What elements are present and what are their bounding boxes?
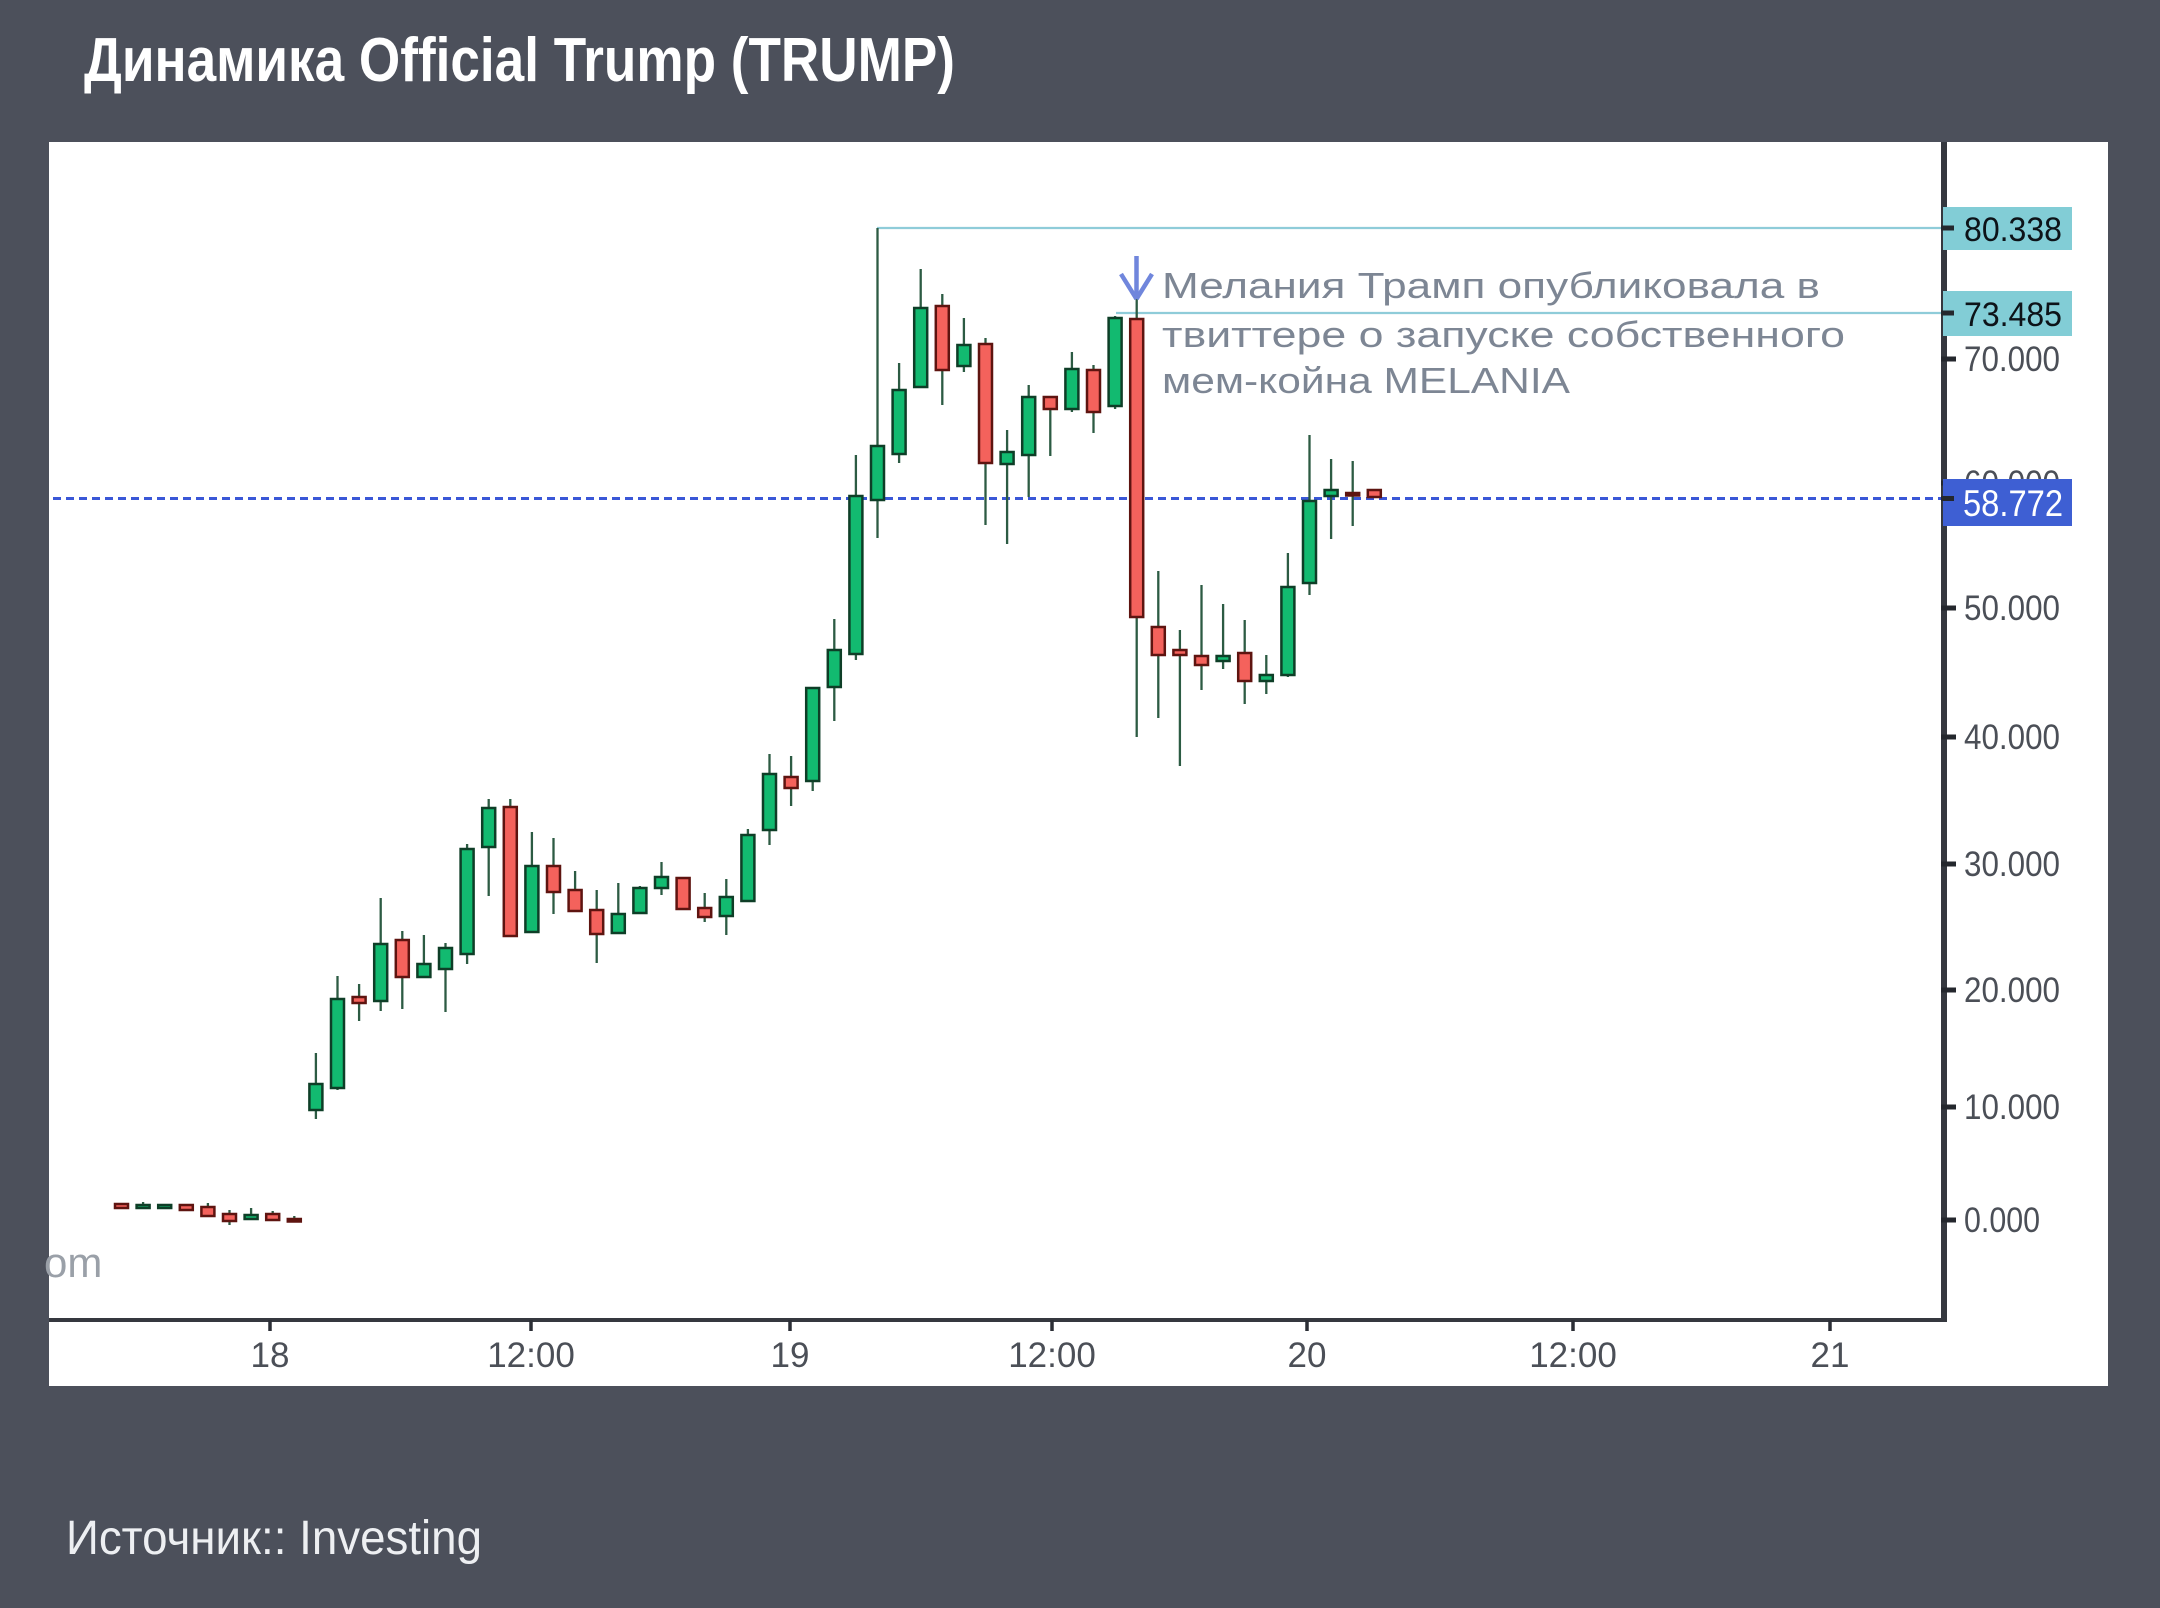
svg-text:твиттере о запуске собственног: твиттере о запуске собственного	[1162, 314, 1845, 355]
svg-text:19: 19	[771, 1336, 810, 1375]
svg-text:50.000: 50.000	[1964, 589, 2060, 628]
svg-text:40.000: 40.000	[1964, 718, 2060, 757]
svg-text:18: 18	[251, 1336, 290, 1375]
svg-text:om: om	[44, 1239, 102, 1286]
svg-text:70.000: 70.000	[1964, 340, 2060, 379]
svg-text:80.338: 80.338	[1964, 211, 2062, 249]
svg-text:мем-койна MELANIA: мем-койна MELANIA	[1162, 360, 1570, 401]
svg-text:58.772: 58.772	[1963, 483, 2063, 524]
svg-text:12:00: 12:00	[1529, 1336, 1617, 1375]
svg-text:12:00: 12:00	[487, 1336, 575, 1375]
svg-text:12:00: 12:00	[1008, 1336, 1096, 1375]
svg-text:30.000: 30.000	[1964, 845, 2060, 884]
svg-text:Мелания Трамп опубликовала в: Мелания Трамп опубликовала в	[1162, 265, 1820, 306]
svg-text:21: 21	[1811, 1336, 1850, 1375]
svg-text:Динамика Official Trump (TRUMP: Динамика Official Trump (TRUMP)	[84, 26, 955, 95]
svg-text:20.000: 20.000	[1964, 971, 2060, 1010]
svg-text:Источник:: Investing: Источник:: Investing	[66, 1512, 482, 1565]
svg-text:10.000: 10.000	[1964, 1088, 2060, 1127]
svg-text:73.485: 73.485	[1964, 296, 2062, 334]
svg-text:20: 20	[1288, 1336, 1327, 1375]
svg-text:0.000: 0.000	[1964, 1201, 2040, 1240]
